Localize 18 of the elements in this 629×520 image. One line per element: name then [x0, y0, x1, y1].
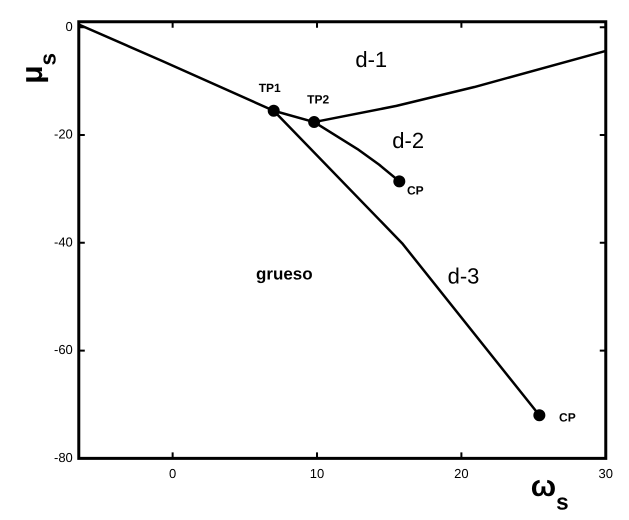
x-tick-label: 0 [169, 466, 176, 481]
annotation: CP [559, 410, 576, 425]
x-tick-label: 30 [598, 466, 614, 481]
y-tick-label: -60 [54, 342, 73, 358]
y-axis-title: μs [16, 52, 60, 84]
annotation: d-1 [355, 47, 388, 72]
y-tick-label: 0 [66, 18, 73, 34]
annotation: grueso [256, 264, 313, 284]
annotation: TP1 [258, 81, 282, 96]
annotation: d-3 [448, 263, 480, 288]
annotation: TP2 [307, 92, 330, 106]
annotation: d-2 [392, 128, 424, 153]
annotation: CP [406, 184, 424, 198]
x-tick-label: 20 [454, 466, 469, 481]
x-tick-label: 10 [310, 466, 324, 481]
y-tick-label: -20 [54, 126, 73, 142]
y-tick-label: -40 [54, 234, 73, 250]
y-tick-label: -80 [54, 450, 73, 465]
